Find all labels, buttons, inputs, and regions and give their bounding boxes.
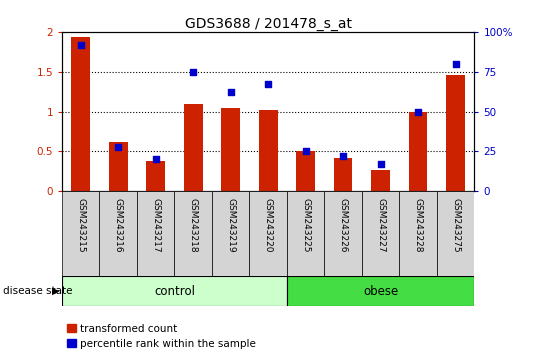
Bar: [62, 191, 100, 276]
Bar: [371, 170, 390, 191]
Point: [414, 109, 423, 114]
Bar: [146, 161, 165, 191]
Bar: [446, 75, 465, 191]
Bar: [409, 112, 427, 191]
Bar: [137, 191, 175, 276]
Point: [189, 69, 197, 75]
Bar: [222, 108, 240, 191]
Title: GDS3688 / 201478_s_at: GDS3688 / 201478_s_at: [185, 17, 351, 31]
Bar: [334, 158, 353, 191]
Point: [301, 149, 310, 154]
Point: [264, 81, 273, 87]
Bar: [109, 142, 128, 191]
Text: disease state: disease state: [3, 286, 72, 296]
Text: obese: obese: [363, 285, 398, 298]
Bar: [399, 191, 437, 276]
Text: GSM243218: GSM243218: [189, 198, 198, 253]
Point: [339, 153, 348, 159]
Text: GSM243228: GSM243228: [413, 198, 423, 252]
Point: [376, 161, 385, 167]
Point: [451, 61, 460, 67]
Point: [77, 42, 85, 47]
Bar: [100, 191, 137, 276]
Text: GSM243216: GSM243216: [114, 198, 123, 253]
Text: GSM243219: GSM243219: [226, 198, 235, 253]
Bar: [184, 104, 203, 191]
Text: GSM243226: GSM243226: [338, 198, 348, 252]
Text: ▶: ▶: [52, 286, 60, 296]
Text: GSM243227: GSM243227: [376, 198, 385, 252]
Bar: [250, 191, 287, 276]
Legend: transformed count, percentile rank within the sample: transformed count, percentile rank withi…: [67, 324, 255, 349]
Bar: [62, 276, 287, 306]
Point: [226, 90, 235, 95]
Bar: [259, 110, 278, 191]
Bar: [296, 152, 315, 191]
Bar: [212, 191, 250, 276]
Text: GSM243275: GSM243275: [451, 198, 460, 253]
Bar: [437, 191, 474, 276]
Text: GSM243215: GSM243215: [76, 198, 85, 253]
Bar: [324, 191, 362, 276]
Text: control: control: [154, 285, 195, 298]
Point: [151, 156, 160, 162]
Bar: [287, 276, 474, 306]
Text: GSM243220: GSM243220: [264, 198, 273, 252]
Point: [114, 144, 122, 149]
Bar: [287, 191, 324, 276]
Bar: [71, 38, 90, 191]
Bar: [175, 191, 212, 276]
Text: GSM243217: GSM243217: [151, 198, 160, 253]
Bar: [362, 191, 399, 276]
Text: GSM243225: GSM243225: [301, 198, 310, 252]
